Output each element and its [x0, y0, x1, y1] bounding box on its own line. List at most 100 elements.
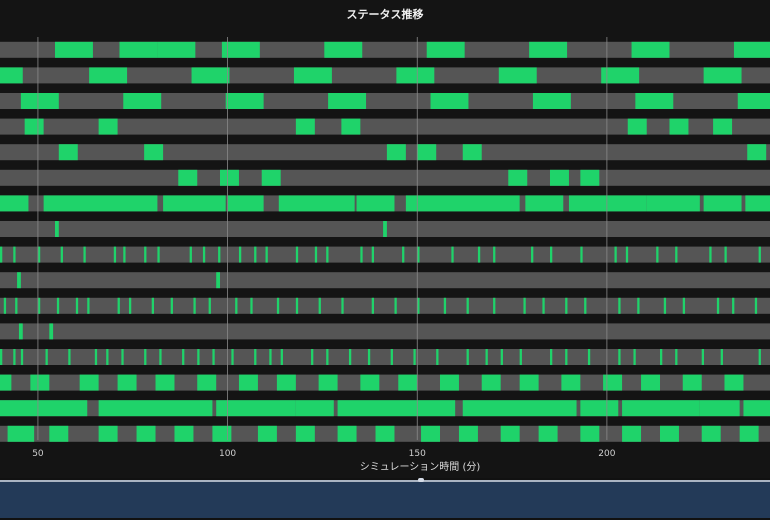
- active-segment: [98, 400, 213, 417]
- active-segment: [163, 195, 226, 212]
- active-segment: [565, 349, 568, 365]
- active-segment: [466, 297, 469, 314]
- timeline-row: [0, 118, 770, 135]
- active-segment: [0, 400, 88, 417]
- active-segment: [227, 195, 264, 212]
- active-segment: [257, 425, 277, 442]
- active-segment: [398, 374, 418, 391]
- active-segment: [58, 144, 78, 161]
- active-segment: [265, 246, 268, 263]
- active-segment: [550, 246, 553, 263]
- active-segment: [485, 349, 488, 365]
- active-segment: [30, 374, 50, 391]
- active-segment: [235, 297, 238, 314]
- active-segment: [627, 118, 647, 135]
- active-segment: [98, 425, 118, 442]
- timeline-row: [0, 67, 770, 84]
- active-segment: [68, 349, 71, 365]
- active-segment: [758, 246, 761, 263]
- active-segment: [191, 67, 230, 84]
- active-segment: [614, 246, 617, 263]
- active-segment: [221, 41, 260, 58]
- active-segment: [747, 144, 767, 161]
- active-segment: [318, 297, 321, 314]
- timeline-rows: [0, 41, 770, 442]
- active-segment: [356, 195, 395, 212]
- active-segment: [121, 349, 124, 365]
- active-segment: [269, 349, 272, 365]
- active-segment: [348, 349, 352, 365]
- active-segment: [212, 349, 215, 365]
- active-segment: [660, 349, 663, 365]
- active-segment: [326, 349, 329, 365]
- active-segment: [466, 349, 469, 365]
- active-segment: [493, 297, 496, 314]
- active-segment: [220, 169, 239, 186]
- scrubber-handle[interactable]: [418, 478, 424, 482]
- active-segment: [580, 400, 619, 417]
- active-segment: [523, 297, 526, 314]
- idle-segment: [0, 169, 770, 186]
- active-segment: [383, 221, 387, 237]
- active-segment: [631, 41, 670, 58]
- active-segment: [436, 349, 439, 365]
- active-segment: [83, 246, 86, 263]
- active-segment: [580, 246, 583, 263]
- active-segment: [55, 221, 59, 237]
- active-segment: [737, 93, 770, 109]
- active-segment: [17, 272, 21, 289]
- idle-segment: [0, 93, 770, 109]
- timeline-row: [0, 400, 770, 417]
- active-segment: [0, 349, 3, 365]
- active-segment: [328, 93, 367, 109]
- active-segment: [324, 41, 363, 58]
- active-segment: [326, 246, 329, 263]
- active-segment: [13, 349, 16, 365]
- active-segment: [542, 297, 545, 314]
- active-segment: [660, 425, 679, 442]
- active-segment: [20, 349, 24, 365]
- active-segment: [618, 297, 621, 314]
- active-segment: [713, 118, 733, 135]
- active-segment: [337, 400, 418, 417]
- active-segment: [421, 425, 440, 442]
- active-segment: [622, 425, 642, 442]
- timeline-row: [0, 221, 770, 237]
- active-segment: [15, 297, 18, 314]
- active-segment: [311, 349, 314, 365]
- active-segment: [669, 118, 689, 135]
- scrubber-track[interactable]: [0, 480, 770, 518]
- active-segment: [174, 425, 194, 442]
- active-segment: [79, 374, 99, 391]
- active-segment: [128, 297, 132, 314]
- idle-segment: [0, 246, 770, 263]
- active-segment: [568, 195, 647, 212]
- active-segment: [430, 93, 469, 109]
- active-segment: [550, 349, 553, 365]
- active-segment: [396, 67, 435, 84]
- active-segment: [417, 297, 420, 314]
- status-timeline-chart: 50 100 150 200 シミュレーション時間 (分): [0, 37, 770, 473]
- active-segment: [98, 118, 118, 135]
- active-segment: [601, 67, 640, 84]
- active-segment: [720, 349, 723, 365]
- active-segment: [451, 246, 454, 263]
- active-segment: [276, 297, 280, 314]
- active-segment: [724, 246, 727, 263]
- active-segment: [682, 374, 702, 391]
- active-segment: [208, 297, 211, 314]
- active-segment: [293, 67, 332, 84]
- active-segment: [493, 246, 496, 263]
- active-segment: [276, 374, 296, 391]
- timeline-scrubber[interactable]: [0, 478, 770, 520]
- active-segment: [367, 349, 371, 365]
- active-segment: [405, 195, 520, 212]
- idle-segment: [0, 118, 770, 135]
- active-segment: [701, 425, 721, 442]
- active-segment: [295, 400, 334, 417]
- idle-segment: [0, 297, 770, 314]
- x-axis-ticks: 50 100 150 200: [32, 449, 616, 459]
- active-segment: [440, 374, 459, 391]
- active-segment: [218, 246, 221, 263]
- active-segment: [532, 93, 571, 109]
